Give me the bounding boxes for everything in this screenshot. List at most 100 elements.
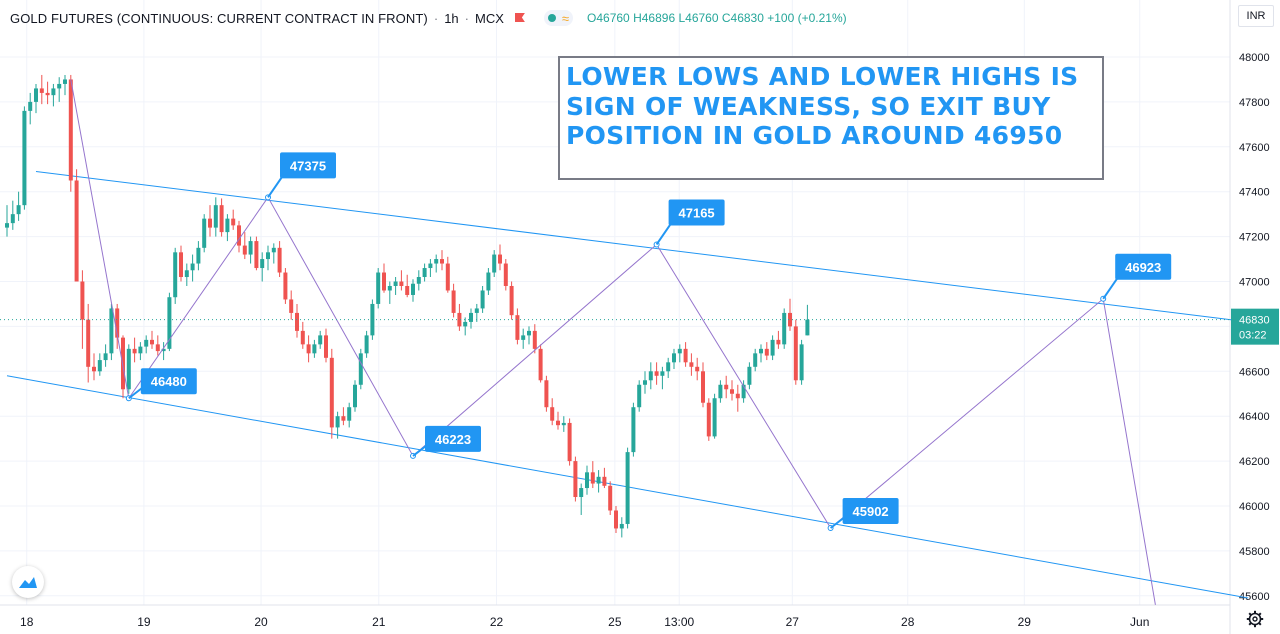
callout-label: 46223: [435, 432, 471, 447]
x-axis-tick-label: 21: [372, 615, 386, 629]
candle-body: [179, 252, 183, 278]
candle-body: [295, 312, 299, 331]
status-dot-icon: [547, 14, 556, 22]
exchange-label: MCX: [475, 10, 504, 26]
candle-body: [277, 247, 282, 273]
upper-channel-line[interactable]: [35, 170, 1249, 323]
candle-body: [324, 335, 328, 358]
candle-body: [492, 254, 497, 273]
callout-box[interactable]: [668, 199, 725, 226]
candle-body: [329, 357, 334, 428]
candle-body: [208, 218, 212, 228]
annotation-box[interactable]: LOWER LOWS AND LOWER HIGHS IS SIGN OF WE…: [558, 56, 1104, 180]
candle-body: [805, 319, 810, 336]
candle-body: [764, 348, 769, 356]
candle-body: [573, 461, 578, 498]
flag-icon[interactable]: [514, 12, 526, 24]
callout-label: 46923: [1125, 260, 1161, 275]
candle-body: [445, 263, 450, 291]
candle-body: [498, 254, 502, 264]
candle-body: [150, 339, 154, 345]
candle-body: [358, 353, 363, 385]
candle-body: [788, 312, 792, 327]
candle-body: [283, 272, 288, 300]
candle-body: [237, 225, 241, 246]
callout-box[interactable]: [842, 498, 899, 525]
candle-body: [126, 348, 131, 390]
candle-body: [532, 330, 537, 349]
y-axis-tick-label: 47200: [1239, 232, 1270, 244]
candle-body: [34, 88, 38, 102]
candle-body: [161, 348, 166, 352]
y-axis-tick-label: 45800: [1239, 546, 1270, 558]
candle-body: [411, 283, 415, 295]
candle-body: [457, 312, 462, 327]
candle-body: [68, 79, 73, 181]
candle-body: [300, 330, 305, 345]
candle-body: [672, 353, 676, 363]
candle-body: [643, 380, 647, 385]
callout-box[interactable]: [1115, 253, 1172, 280]
candle-body: [585, 472, 589, 489]
candle-body: [74, 180, 79, 282]
candle-body: [382, 272, 386, 291]
candle-body: [248, 241, 253, 255]
header-separator: ·: [433, 10, 439, 26]
candle-body: [416, 277, 421, 284]
last-price-value: 46830: [1239, 315, 1270, 327]
candle-body: [219, 205, 224, 233]
candle-body: [422, 268, 427, 278]
candle-body: [480, 290, 485, 309]
symbol-title[interactable]: GOLD FUTURES (CONTINUOUS: CURRENT CONTRA…: [10, 10, 428, 26]
candle-body: [567, 422, 572, 462]
candle-body: [689, 362, 694, 367]
candle-body: [782, 312, 787, 345]
callout-box[interactable]: [425, 425, 481, 452]
candle-body: [776, 339, 781, 345]
last-price-tag: [1231, 308, 1279, 345]
candle-body: [602, 476, 607, 486]
callout-box[interactable]: [280, 152, 336, 179]
x-axis-tick-label: 22: [490, 615, 504, 629]
currency-button[interactable]: INR: [1238, 5, 1274, 27]
status-pill[interactable]: ≈: [543, 10, 574, 26]
candle-body: [86, 319, 91, 367]
candle-body: [289, 299, 294, 313]
callout-box[interactable]: [140, 368, 197, 395]
candle-body: [335, 416, 340, 428]
ohlc-high: H46896: [633, 11, 676, 25]
candle-body: [213, 205, 218, 228]
y-axis-tick-label: 47600: [1239, 142, 1270, 154]
candle-body: [341, 416, 346, 421]
candle-body: [45, 92, 50, 96]
candle-body: [387, 285, 392, 291]
candle-body: [225, 218, 230, 233]
candle-body: [103, 353, 108, 361]
candle-body: [266, 252, 270, 260]
candle-body: [399, 281, 404, 286]
candle-body: [648, 371, 653, 381]
candle-body: [701, 371, 705, 403]
candle-body: [741, 384, 746, 399]
x-axis-tick-label: 20: [254, 615, 268, 629]
y-axis-tick-label: 45600: [1239, 591, 1270, 603]
tradingview-logo-icon[interactable]: [12, 566, 44, 598]
candle-body: [538, 348, 543, 381]
candle-body: [16, 205, 21, 215]
candle-body: [793, 326, 798, 381]
candle-body: [770, 339, 775, 356]
candle-body: [695, 366, 700, 372]
y-axis-tick-label: 46600: [1239, 366, 1270, 378]
callout-label: 47165: [679, 205, 715, 220]
candle-body: [666, 362, 671, 372]
zigzag-line[interactable]: [70, 79, 1156, 605]
candle-body: [184, 270, 189, 278]
candle-body: [312, 344, 317, 354]
wave-icon: ≈: [561, 10, 570, 26]
candle-body: [39, 88, 44, 93]
y-axis-tick-label: 48000: [1239, 52, 1270, 64]
settings-gear-icon[interactable]: [1246, 610, 1264, 628]
interval-label[interactable]: 1h: [444, 10, 459, 26]
candle-body: [596, 476, 601, 484]
x-axis-tick-label: 19: [137, 615, 151, 629]
